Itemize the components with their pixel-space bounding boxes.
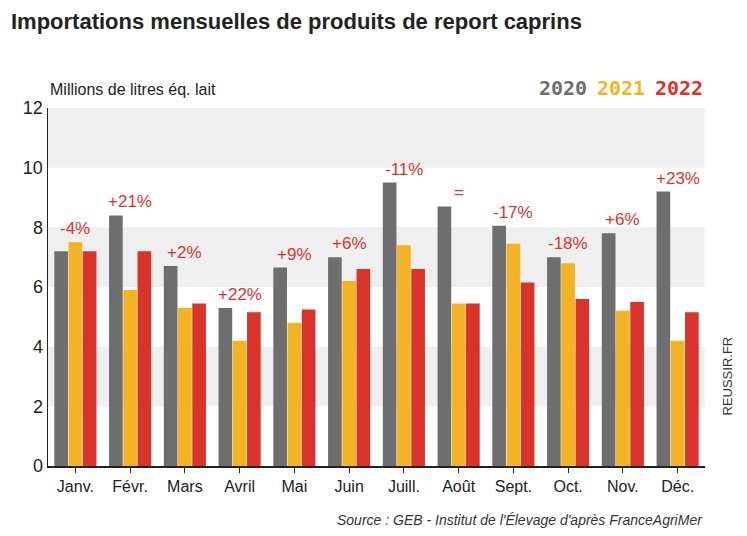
svg-text:-17%: -17% xyxy=(493,203,533,222)
svg-text:+9%: +9% xyxy=(277,245,312,264)
svg-text:=: = xyxy=(454,183,464,202)
svg-text:Sept.: Sept. xyxy=(495,478,532,495)
svg-text:Juin: Juin xyxy=(334,478,363,495)
svg-text:+6%: +6% xyxy=(605,210,640,229)
svg-text:-4%: -4% xyxy=(60,219,90,238)
svg-text:Déc.: Déc. xyxy=(661,478,694,495)
svg-text:Nov.: Nov. xyxy=(607,478,639,495)
svg-text:Févr.: Févr. xyxy=(112,478,148,495)
svg-text:+6%: +6% xyxy=(332,234,367,253)
svg-text:Mars: Mars xyxy=(167,478,203,495)
svg-text:2: 2 xyxy=(33,397,43,417)
svg-text:Avril: Avril xyxy=(224,478,255,495)
svg-text:4: 4 xyxy=(33,337,43,357)
svg-text:Oct.: Oct. xyxy=(553,478,582,495)
svg-text:Juill.: Juill. xyxy=(388,478,420,495)
svg-text:+2%: +2% xyxy=(167,243,202,262)
svg-text:Millions de litres éq. lait: Millions de litres éq. lait xyxy=(50,81,216,98)
svg-text:2021: 2021 xyxy=(597,76,645,100)
svg-text:0: 0 xyxy=(33,456,43,476)
svg-text:Source : GEB - Institut de l'É: Source : GEB - Institut de l'Élevage d'a… xyxy=(337,512,703,528)
svg-text:Importations mensuelles de pro: Importations mensuelles de produits de r… xyxy=(11,9,582,34)
svg-text:2020: 2020 xyxy=(539,76,587,100)
svg-text:10: 10 xyxy=(23,158,43,178)
svg-text:8: 8 xyxy=(33,218,43,238)
svg-text:Mai: Mai xyxy=(281,478,307,495)
svg-text:-18%: -18% xyxy=(548,234,588,253)
svg-text:+21%: +21% xyxy=(108,192,152,211)
svg-text:+22%: +22% xyxy=(218,285,262,304)
svg-text:2022: 2022 xyxy=(655,76,703,100)
svg-text:REUSSIR.FR: REUSSIR.FR xyxy=(720,337,735,416)
svg-text:Août: Août xyxy=(442,478,475,495)
svg-text:-11%: -11% xyxy=(385,160,423,179)
svg-text:12: 12 xyxy=(23,98,43,118)
svg-text:6: 6 xyxy=(33,277,43,297)
svg-text:Janv.: Janv. xyxy=(57,478,94,495)
svg-text:+23%: +23% xyxy=(656,169,700,188)
